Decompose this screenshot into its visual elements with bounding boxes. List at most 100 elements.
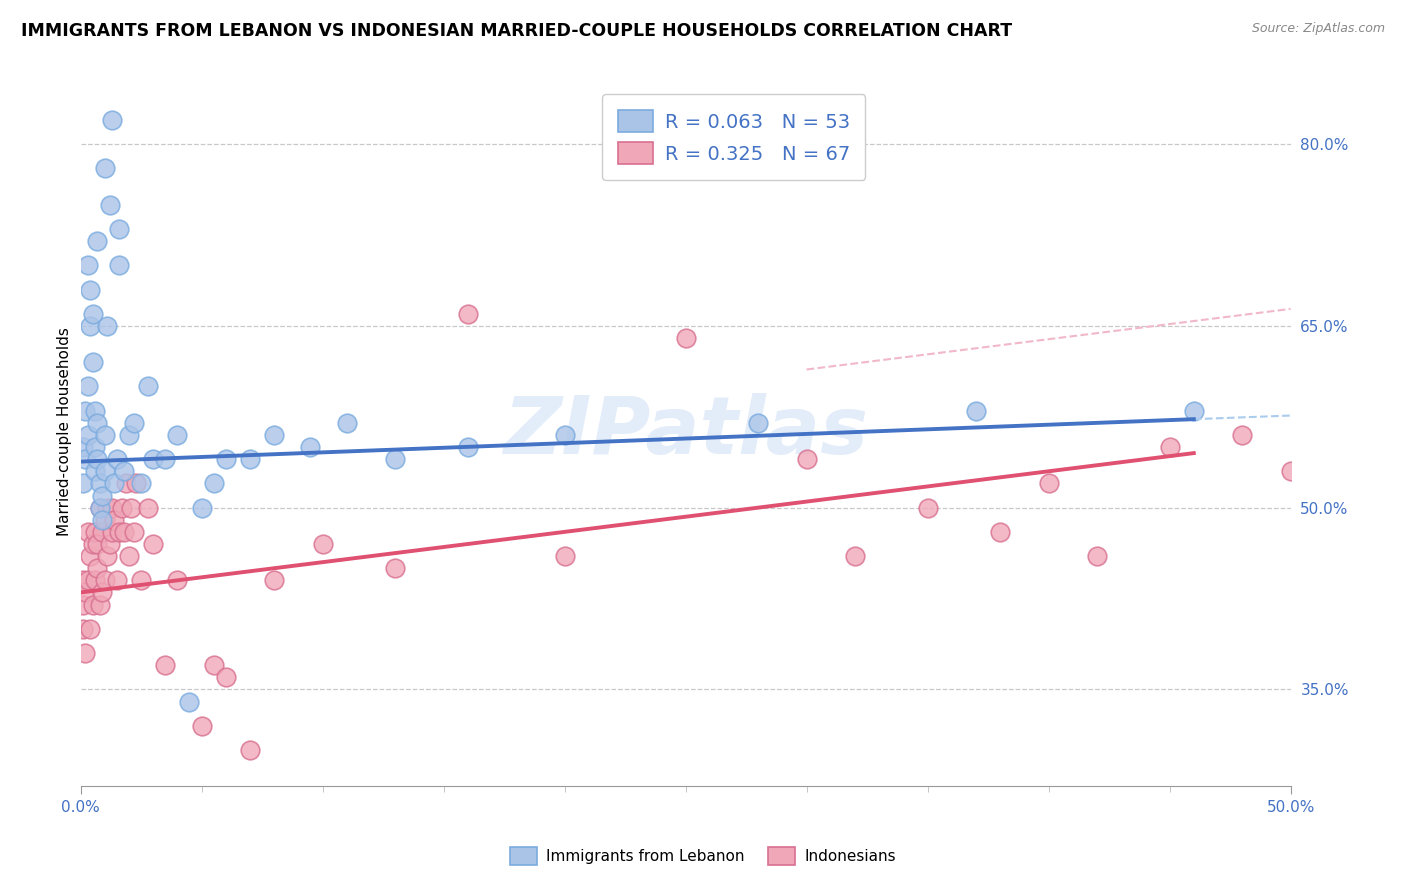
Point (93, 428, 115, 442)
Point (1159, 440, 1181, 454)
Text: IMMIGRANTS FROM LEBANON VS INDONESIAN MARRIED-COUPLE HOUSEHOLDS CORRELATION CHAR: IMMIGRANTS FROM LEBANON VS INDONESIAN MA… (21, 22, 1012, 40)
Point (72, 598, 94, 612)
Point (82, 537, 104, 551)
Point (84, 464, 107, 478)
Point (190, 719, 212, 733)
Point (1085, 549, 1108, 563)
Point (72, 574, 94, 588)
Point (93, 574, 115, 588)
Point (91, 524, 114, 539)
Point (202, 658, 225, 673)
Legend: R = 0.063   N = 53, R = 0.325   N = 67: R = 0.063 N = 53, R = 0.325 N = 67 (602, 95, 866, 180)
Point (988, 524, 1011, 539)
Point (75, 403, 97, 417)
Point (336, 416, 359, 430)
Point (82, 598, 104, 612)
Point (72, 476, 94, 491)
Point (79, 318, 101, 333)
Point (76, 258, 98, 272)
Point (299, 440, 322, 454)
Point (105, 452, 128, 467)
Point (84, 440, 107, 454)
Point (86, 416, 108, 430)
Point (91, 585, 114, 599)
Point (96, 549, 118, 563)
Point (76, 524, 98, 539)
Point (136, 379, 159, 393)
Point (101, 112, 124, 127)
Point (79, 283, 101, 297)
Point (263, 574, 285, 588)
Point (190, 500, 212, 515)
Point (93, 513, 115, 527)
Point (89, 476, 111, 491)
Point (122, 524, 145, 539)
Point (554, 428, 576, 442)
Point (239, 743, 262, 757)
Point (89, 598, 111, 612)
Point (457, 307, 479, 321)
Point (917, 500, 939, 515)
Point (96, 318, 118, 333)
Point (84, 574, 107, 588)
Point (118, 549, 141, 563)
Text: Source: ZipAtlas.com: Source: ZipAtlas.com (1251, 22, 1385, 36)
Point (89, 500, 111, 515)
Point (844, 549, 866, 563)
Y-axis label: Married-couple Households: Married-couple Households (58, 327, 72, 536)
Point (76, 574, 98, 588)
Point (142, 537, 165, 551)
Point (86, 452, 108, 467)
Point (101, 500, 124, 515)
Point (112, 464, 135, 478)
Point (93, 161, 115, 176)
Point (166, 574, 188, 588)
Point (76, 379, 98, 393)
Point (215, 452, 238, 467)
Point (1182, 403, 1205, 417)
Point (239, 452, 262, 467)
Point (79, 549, 101, 563)
Point (112, 524, 135, 539)
Point (86, 234, 108, 248)
Point (93, 464, 115, 478)
Point (75, 585, 97, 599)
Point (103, 513, 125, 527)
Point (554, 549, 576, 563)
Point (82, 307, 104, 321)
Point (105, 574, 128, 588)
Point (84, 403, 107, 417)
Point (747, 416, 769, 430)
Point (129, 476, 152, 491)
Point (89, 500, 111, 515)
Point (1327, 440, 1350, 454)
Legend: Immigrants from Lebanon, Indonesians: Immigrants from Lebanon, Indonesians (503, 841, 903, 871)
Text: ZIPatlas: ZIPatlas (503, 392, 868, 471)
Point (72, 622, 94, 636)
Point (166, 428, 188, 442)
Point (91, 489, 114, 503)
Point (91, 513, 114, 527)
Point (142, 452, 165, 467)
Point (155, 658, 177, 673)
Point (1038, 476, 1060, 491)
Point (120, 500, 142, 515)
Point (675, 331, 697, 345)
Point (82, 355, 104, 369)
Point (108, 258, 131, 272)
Point (101, 524, 124, 539)
Point (311, 537, 333, 551)
Point (72, 440, 94, 454)
Point (111, 500, 134, 515)
Point (86, 537, 108, 551)
Point (136, 500, 159, 515)
Point (76, 428, 98, 442)
Point (96, 500, 118, 515)
Point (215, 670, 238, 684)
Point (1230, 428, 1253, 442)
Point (84, 524, 107, 539)
Point (108, 222, 131, 236)
Point (796, 452, 818, 467)
Point (384, 452, 406, 467)
Point (202, 476, 225, 491)
